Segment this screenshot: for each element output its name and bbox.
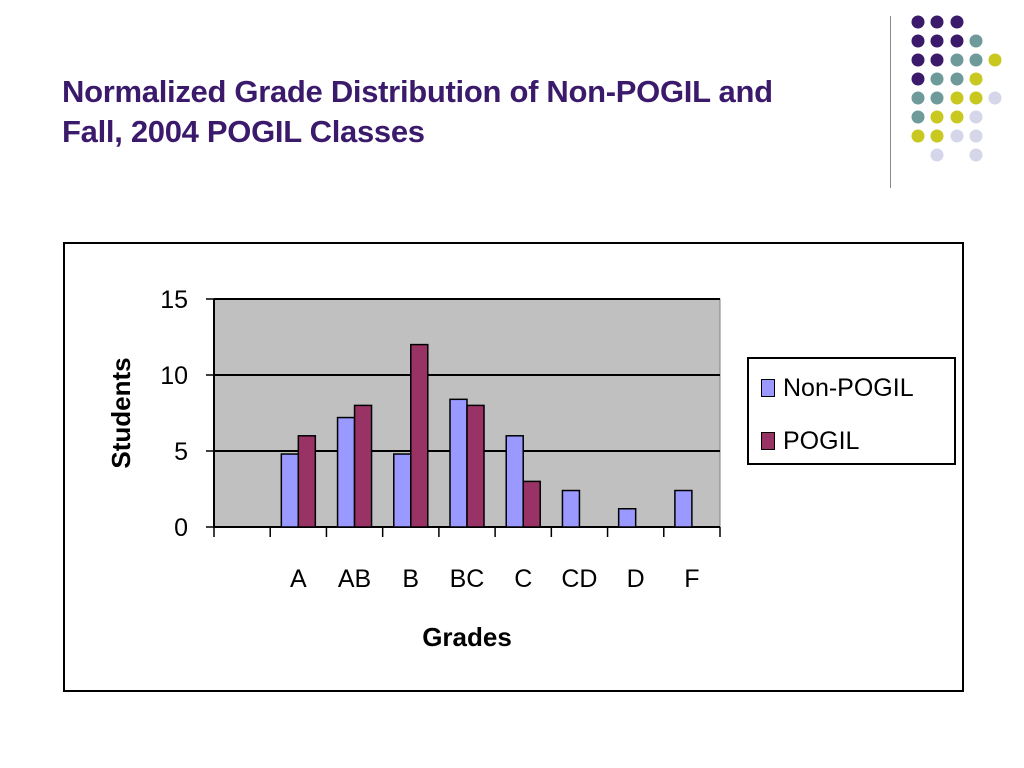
- bar-pogil-ab: [353, 404, 373, 528]
- bar-non-pogil-ab: [336, 416, 356, 528]
- legend-item-non-pogil: Non-POGIL: [761, 373, 914, 403]
- bar-pogil-a: [297, 435, 317, 528]
- bar-non-pogil-f: [674, 489, 693, 528]
- slide-title: Normalized Grade Distribution of Non-POG…: [62, 72, 882, 152]
- bar-pogil-bc: [466, 404, 485, 528]
- x-tick-label: C: [514, 565, 532, 593]
- y-tick-label: 10: [160, 362, 188, 390]
- y-tick-label: 0: [174, 514, 188, 542]
- slide-title-line-2: Fall, 2004 POGIL Classes: [62, 114, 425, 149]
- chart-legend: Non-POGIL POGIL: [747, 357, 956, 465]
- x-tick-label: D: [627, 565, 645, 593]
- bar-non-pogil-a: [280, 453, 300, 528]
- x-tick-label: BC: [450, 565, 485, 593]
- x-axis-title: Grades: [422, 622, 512, 652]
- bar-non-pogil-cd: [561, 489, 581, 528]
- legend-swatch-non-pogil: [761, 379, 775, 397]
- slide-title-line-1: Normalized Grade Distribution of Non-POG…: [62, 74, 773, 109]
- title-divider-line: [890, 16, 891, 188]
- bar-non-pogil-b: [393, 453, 412, 528]
- bar-non-pogil-c: [505, 435, 524, 528]
- bar-non-pogil-d: [617, 508, 637, 528]
- bar-pogil-b: [410, 343, 429, 528]
- x-tick-label: AB: [338, 565, 371, 593]
- bar-pogil-c: [522, 480, 541, 528]
- legend-label-pogil: POGIL: [783, 426, 860, 455]
- legend-swatch-pogil: [761, 432, 775, 450]
- legend-item-pogil: POGIL: [761, 426, 859, 456]
- y-tick-label: 5: [174, 438, 188, 466]
- x-tick-label: A: [290, 565, 307, 593]
- bar-non-pogil-bc: [449, 398, 468, 528]
- y-tick-label: 15: [160, 286, 188, 314]
- x-tick-label: F: [684, 565, 699, 593]
- x-tick-label: CD: [561, 565, 597, 593]
- y-axis-title: Students: [106, 357, 136, 468]
- legend-label-non-pogil: Non-POGIL: [783, 373, 914, 402]
- x-tick-label: B: [402, 565, 419, 593]
